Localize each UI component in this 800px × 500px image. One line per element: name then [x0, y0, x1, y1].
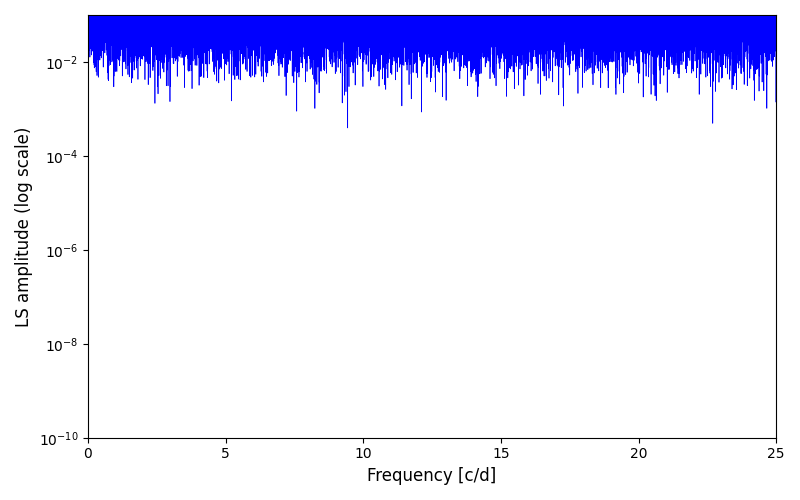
Y-axis label: LS amplitude (log scale): LS amplitude (log scale) [15, 126, 33, 326]
X-axis label: Frequency [c/d]: Frequency [c/d] [367, 467, 497, 485]
